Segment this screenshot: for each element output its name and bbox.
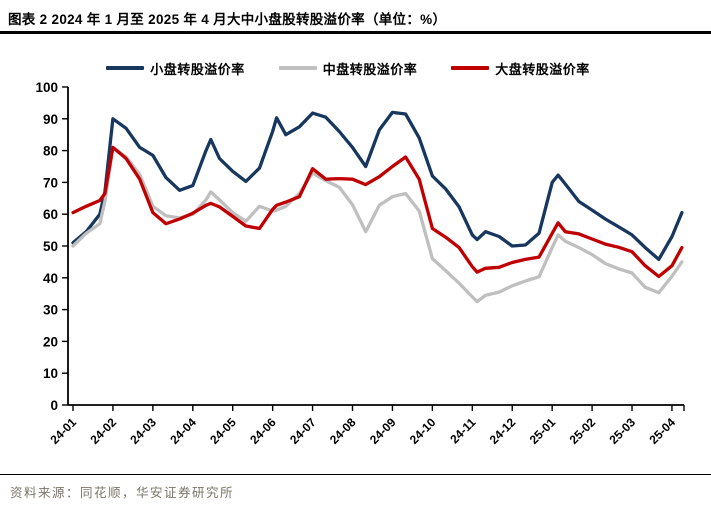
x-tick-label: 24-02: [87, 415, 119, 447]
series-line-small-cap: [71, 110, 684, 262]
x-axis-labels: 24-01 24-02 24-03 24-04 24-05 24-06 24-07 24-08…: [48, 415, 679, 447]
x-tick-label: 24-11: [447, 415, 478, 446]
y-tick-label: 60: [43, 207, 58, 222]
legend-item-mid-cap: 中盘转股溢价率: [278, 59, 418, 78]
axis-ticks: [62, 86, 685, 411]
x-tick-label: 25-03: [607, 415, 639, 447]
legend-item-large-cap: 大盘转股溢价率: [451, 59, 590, 78]
x-tick-label: 24-06: [247, 415, 279, 447]
x-tick-label: 24-08: [327, 415, 359, 447]
small-cap-line-swatch: [106, 66, 145, 70]
y-tick-label: 50: [43, 239, 58, 254]
series-line-mid-cap: [71, 145, 684, 304]
legend-label-large-cap: 大盘转股溢价率: [495, 61, 590, 77]
legend-label-small-cap: 小盘转股溢价率: [150, 61, 245, 77]
y-tick-label: 0: [50, 398, 58, 413]
footer-divider: [0, 474, 711, 476]
series-lines: [71, 110, 684, 304]
y-tick-label: 20: [43, 334, 58, 349]
x-tick-label: 24-09: [367, 415, 399, 447]
x-tick-label: 25-01: [527, 415, 559, 447]
x-tick-label: 24-04: [167, 415, 199, 447]
x-tick-label: 24-05: [207, 415, 239, 447]
x-tick-label: 25-04: [646, 415, 678, 447]
y-tick-label: 90: [43, 112, 58, 127]
x-tick-label: 24-01: [48, 415, 80, 447]
page-title: 图表 2 2024 年 1 月至 2025 年 4 月大中小盘股转股溢价率（单位…: [8, 12, 447, 27]
legend-item-small-cap: 小盘转股溢价率: [106, 59, 245, 78]
y-tick-label: 100: [35, 80, 58, 95]
chart-legend: 小盘转股溢价率 中盘转股溢价率 大盘转股溢价率: [68, 56, 628, 80]
large-cap-line-swatch: [451, 66, 490, 70]
y-tick-label: 80: [43, 144, 58, 159]
x-tick-label: 24-07: [287, 415, 319, 447]
premium-rate-line-chart: 0 10 20 30 40 50 60 70 80 90 100 24-01 24-02 24-03 24…: [0, 80, 711, 472]
mid-cap-line-swatch: [278, 66, 317, 70]
y-tick-label: 10: [43, 366, 58, 381]
legend-label-mid-cap: 中盘转股溢价率: [322, 61, 418, 77]
header-divider: [0, 31, 711, 34]
y-tick-label: 70: [43, 175, 58, 190]
x-tick-label: 24-03: [127, 415, 159, 447]
y-axis-labels: 0 10 20 30 40 50 60 70 80 90 100: [35, 80, 58, 413]
series-line-large-cap: [71, 145, 684, 279]
x-tick-label: 24-12: [487, 415, 519, 447]
y-tick-label: 30: [43, 303, 58, 318]
x-tick-label: 25-02: [567, 415, 599, 447]
y-tick-label: 40: [43, 271, 58, 286]
x-tick-label: 24-10: [407, 415, 439, 447]
source-note: 资料来源：同花顺，华安证券研究所: [10, 486, 235, 500]
